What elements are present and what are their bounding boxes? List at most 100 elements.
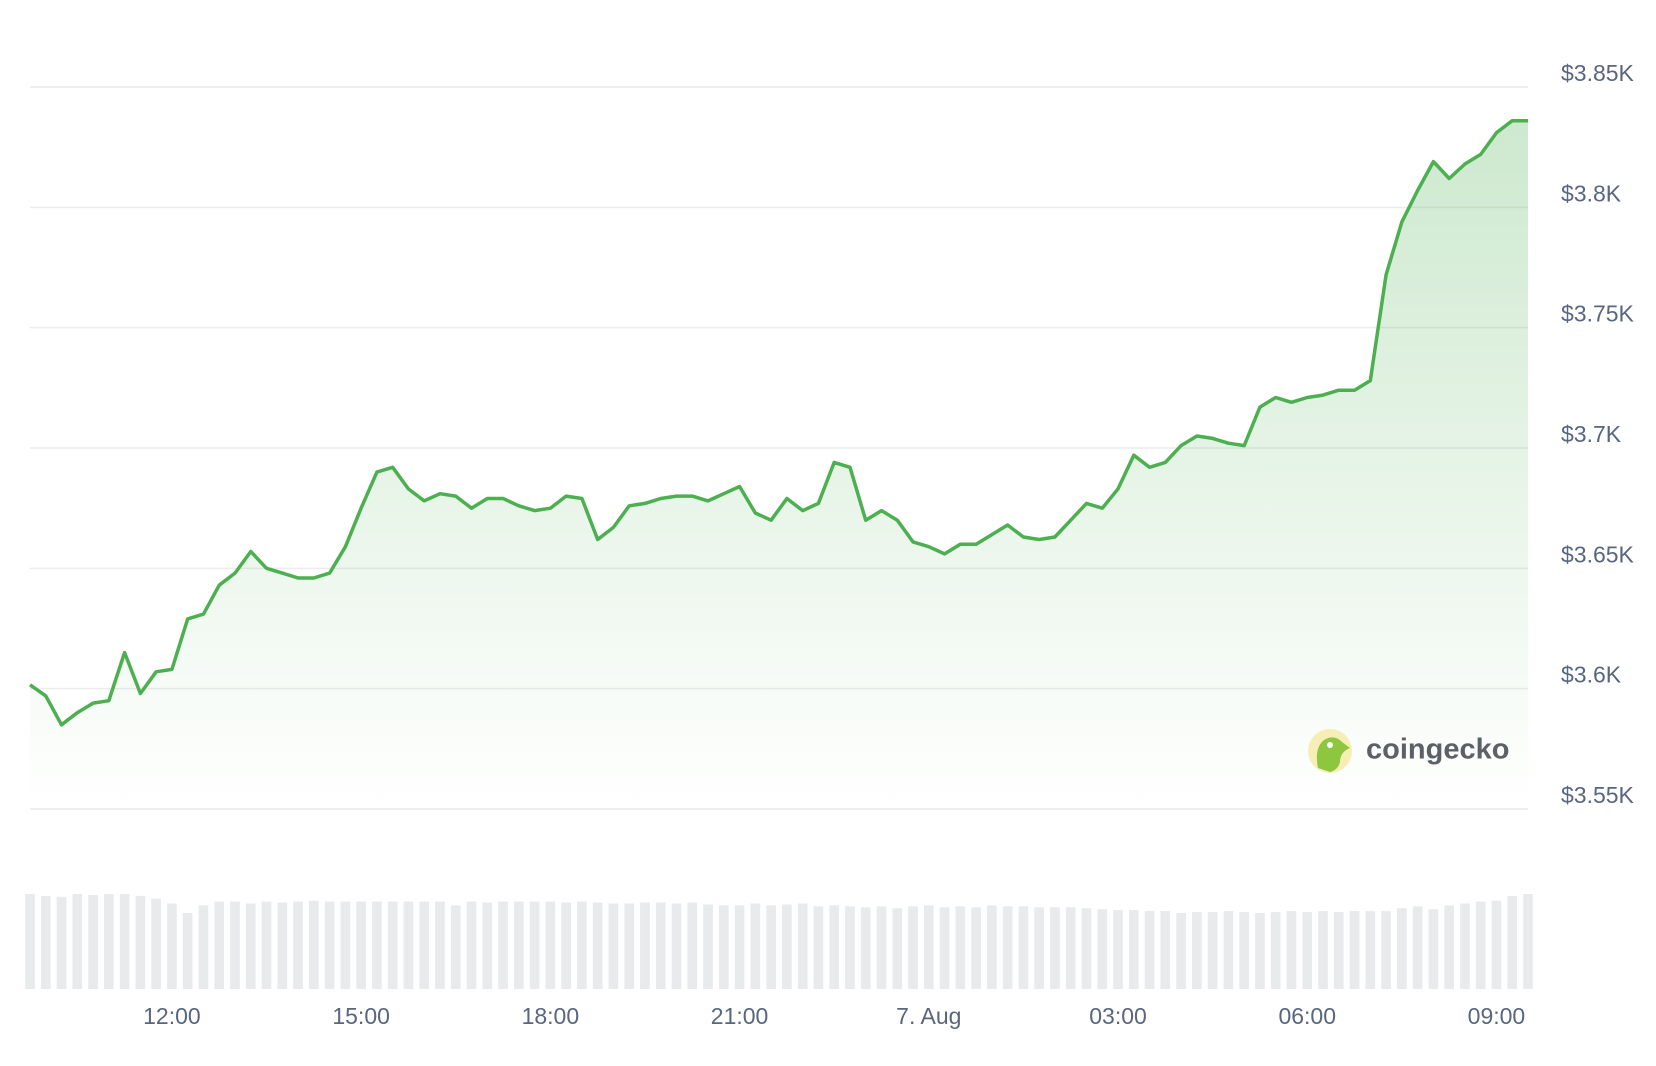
volume-bar (592, 902, 603, 989)
volume-bar (513, 901, 524, 989)
volume-bar (466, 901, 477, 989)
volume-bar (939, 907, 950, 989)
volume-bar (1318, 911, 1328, 989)
volume-bar (450, 905, 461, 989)
volume-bar (860, 907, 871, 989)
volume-bar (908, 906, 918, 989)
volume-bar (1034, 907, 1045, 989)
volume-bar (182, 913, 193, 989)
volume-bar (876, 906, 887, 989)
volume-bar (198, 905, 209, 989)
volume-bar (1160, 911, 1171, 989)
volume-bar (56, 896, 67, 989)
volume-bar (923, 905, 934, 989)
watermark-text: coingecko (1366, 734, 1509, 766)
x-tick-label: 03:00 (1089, 1003, 1147, 1029)
volume-bar (671, 903, 682, 989)
volume-bar (1239, 912, 1250, 989)
x-tick-label: 18:00 (522, 1003, 580, 1029)
plot (28, 118, 1528, 809)
volume-bar (88, 894, 98, 989)
volume-bars (25, 894, 1533, 989)
volume-bar (1286, 911, 1297, 989)
x-tick-label: 06:00 (1278, 1003, 1336, 1029)
volume-bar (498, 901, 508, 989)
volume-bar (1255, 913, 1265, 989)
volume-bar (782, 904, 792, 989)
volume-bar (1397, 908, 1407, 989)
volume-bar (797, 903, 808, 989)
volume-bar (561, 902, 571, 989)
volume-bar (1333, 912, 1344, 989)
volume-bar (734, 905, 745, 989)
x-tick-label: 7. Aug (896, 1003, 961, 1029)
volume-bar (1507, 895, 1518, 989)
volume-bar (1065, 907, 1076, 989)
volume-bar (72, 894, 83, 989)
x-tick-label: 15:00 (332, 1003, 390, 1029)
volume-bar (324, 901, 335, 989)
volume-bar (1460, 903, 1470, 989)
volume-bar (25, 894, 35, 989)
volume-bar (1349, 911, 1360, 989)
volume-bar (1270, 912, 1281, 989)
axes: $3.55K $3.6K $3.65K $3.7K $3.75K $3.8K $3.85K 1… (143, 60, 1634, 1029)
volume-bar (750, 903, 761, 989)
volume-bar (1302, 912, 1313, 989)
volume-bar (766, 905, 776, 989)
volume-bar (435, 901, 445, 989)
y-tick-label: $3.65K (1561, 541, 1635, 567)
volume-bar (892, 908, 903, 989)
volume-bar (971, 907, 981, 989)
volume-bar (119, 894, 130, 989)
volume-bar (482, 902, 493, 989)
volume-bar (293, 901, 303, 989)
volume-bar (1491, 900, 1502, 989)
volume-bar (1097, 909, 1108, 989)
volume-bar (845, 906, 855, 989)
volume-bar (387, 901, 398, 989)
volume-bar (40, 895, 51, 989)
volume-bar (372, 901, 382, 989)
area-fill (30, 120, 1528, 809)
volume-bar (135, 895, 146, 989)
volume-bar (529, 901, 540, 989)
volume-bar (1192, 912, 1202, 989)
volume-bar (230, 901, 240, 989)
volume-bar (245, 903, 256, 989)
x-tick-label: 21:00 (711, 1003, 769, 1029)
logo (1316, 737, 1350, 772)
volume-bar (987, 905, 997, 989)
y-tick-label: $3.55K (1561, 782, 1635, 808)
y-tick-label: $3.8K (1561, 180, 1622, 206)
volume-bar (687, 902, 698, 989)
volume-bar (1223, 911, 1234, 989)
y-tick-label: $3.75K (1561, 301, 1635, 327)
watermark: coingecko (1308, 729, 1509, 773)
volume-bar (813, 906, 824, 989)
volume-bar (419, 901, 430, 989)
y-tick-label: $3.85K (1561, 60, 1635, 86)
volume-bar (1381, 911, 1391, 989)
volume-bar (624, 903, 635, 989)
volume-bar (214, 901, 225, 989)
volume-bar (403, 901, 414, 989)
volume-bar (545, 901, 556, 989)
volume-bar (1475, 901, 1486, 989)
volume-bar (718, 905, 729, 989)
y-tick-label: $3.6K (1561, 662, 1622, 688)
volume-bar (1081, 908, 1092, 989)
x-tick-label: 09:00 (1468, 1003, 1526, 1029)
price-line (28, 118, 1528, 727)
volume-bar (1207, 912, 1218, 989)
volume-bar (829, 905, 840, 989)
logo-eye (1327, 742, 1333, 748)
volume-bar (261, 901, 272, 989)
volume-bar (1176, 913, 1186, 989)
volume-bar (703, 904, 713, 989)
volume-bar (340, 901, 351, 989)
volume-bar (167, 903, 177, 989)
volume-bar (1444, 905, 1454, 989)
volume-bar (356, 901, 366, 989)
